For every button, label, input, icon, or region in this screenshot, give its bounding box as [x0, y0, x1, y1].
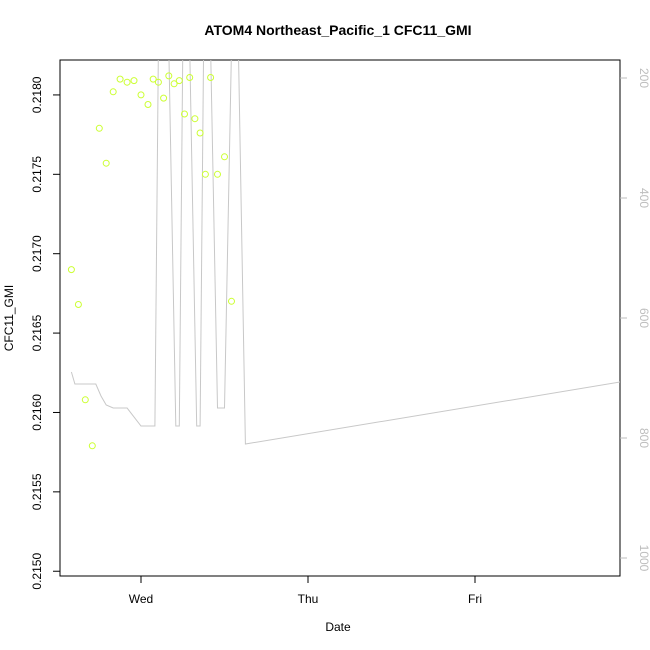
data-point: [137, 91, 145, 99]
y-tick-label: 0.2170: [30, 235, 44, 272]
data-point: [130, 77, 138, 85]
data-point: [88, 442, 96, 450]
data-point: [123, 78, 131, 86]
data-point: [186, 74, 194, 81]
data-point: [181, 110, 188, 118]
data-point: [154, 78, 162, 86]
data-point: [170, 80, 178, 88]
data-point: [102, 159, 110, 167]
y-tick-label: 0.2165: [30, 314, 44, 351]
y-axis-left: 0.2150 0.2155 0.2160 0.2165 0.2170 0.2175 0.21…: [30, 76, 60, 590]
data-point: [165, 72, 173, 80]
y2-tick-label: 1000: [637, 545, 650, 572]
x-tick-label: Wed: [129, 592, 153, 606]
x-tick-label: Fri: [468, 592, 482, 606]
data-point: [116, 75, 124, 83]
y-tick-label: 0.2150: [30, 553, 44, 590]
data-point: [144, 101, 152, 108]
y-axis-label: CFC11_GMI: [2, 285, 16, 351]
data-point: [214, 170, 221, 178]
y-tick-label: 0.2180: [30, 76, 44, 113]
profile-line: [70, 60, 620, 445]
y2-tick-label: 400: [637, 188, 650, 208]
data-point: [228, 297, 235, 305]
y-axis-right: 200 400 600 800 1000: [620, 68, 650, 572]
plot-frame: [59, 59, 621, 577]
data-point: [191, 115, 199, 123]
y-tick-label: 0.2155: [30, 473, 44, 510]
data-point: [81, 396, 89, 404]
chart-title: ATOM4 Northeast_Pacific_1 CFC11_GMI: [204, 22, 471, 38]
data-point: [201, 170, 209, 178]
y2-tick-label: 800: [637, 428, 650, 448]
data-point: [160, 94, 168, 102]
y2-tick-label: 600: [637, 308, 650, 328]
data-point: [207, 74, 215, 81]
data-point: [196, 129, 204, 137]
data-point: [109, 88, 117, 96]
x-axis: Wed Thu Fri: [129, 576, 482, 606]
x-tick-label: Thu: [298, 592, 319, 606]
data-point: [67, 266, 75, 274]
y-tick-label: 0.2160: [30, 394, 44, 431]
y-tick-label: 0.2175: [30, 156, 44, 193]
data-point: [175, 77, 183, 85]
data-point: [221, 153, 228, 161]
data-point: [95, 124, 103, 132]
data-point: [149, 75, 157, 83]
data-point: [74, 301, 82, 308]
x-axis-label: Date: [325, 620, 351, 634]
y2-tick-label: 200: [637, 68, 650, 88]
plot-area: [67, 60, 620, 450]
